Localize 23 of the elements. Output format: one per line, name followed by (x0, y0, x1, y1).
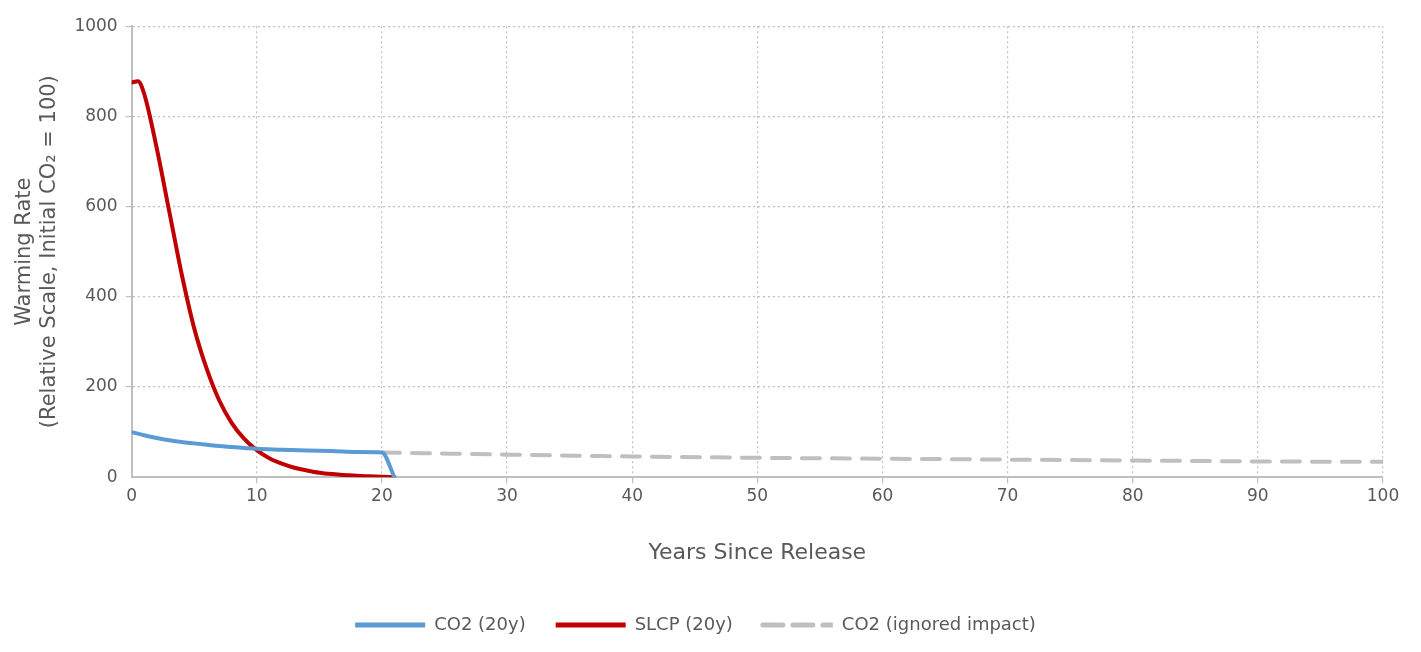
legend-label: SLCP (20y) (634, 612, 733, 634)
x-tick-label: 10 (245, 484, 268, 505)
y-tick-label: 1000 (74, 14, 118, 35)
x-tick-label: 100 (1366, 484, 1400, 505)
y-tick-label: 400 (85, 285, 118, 306)
legend-label: CO2 (ignored impact) (841, 612, 1036, 634)
y-tick-label: 600 (85, 195, 118, 216)
x-tick-label: 70 (996, 484, 1019, 505)
legend-label: CO2 (20y) (434, 612, 526, 634)
line-series (131, 430, 397, 478)
x-tick-label: 0 (126, 484, 138, 505)
y-tick-label: 0 (106, 465, 118, 486)
x-tick-label: 60 (871, 484, 894, 505)
x-tick-label: 90 (1247, 484, 1269, 505)
y-tick-label: 200 (85, 375, 118, 396)
x-tick-label: 30 (496, 484, 518, 505)
x-tick-label: 80 (1121, 484, 1144, 505)
y-axis-title: Warming Rate (Relative Scale, Initial CO₂ = 100) (11, 75, 61, 429)
x-tick-label: 40 (621, 484, 644, 505)
x-tick-label: 50 (746, 484, 769, 505)
x-tick-label: 20 (371, 484, 393, 505)
y-tick-label: 800 (85, 104, 118, 125)
x-axis-title: Years Since Release (647, 538, 867, 564)
